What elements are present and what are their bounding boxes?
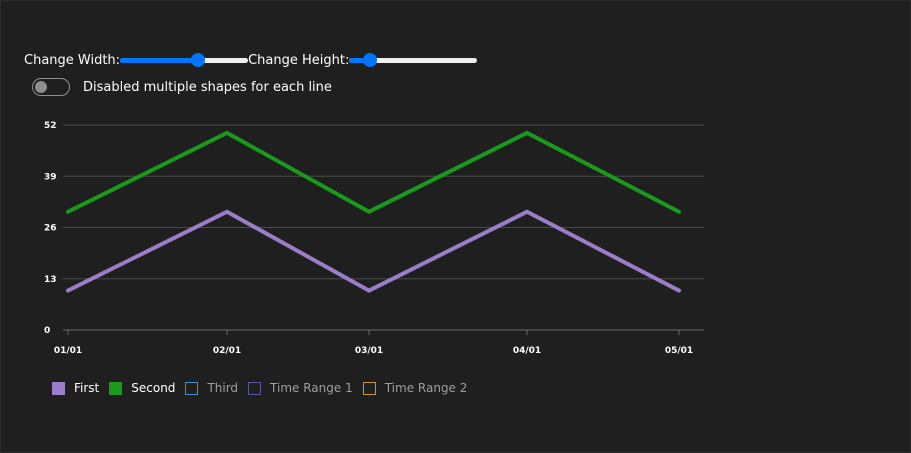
- x-tick-label: 03/01: [355, 346, 383, 356]
- y-tick-label: 26: [44, 224, 57, 234]
- x-tick-label: 01/01: [54, 346, 82, 356]
- legend-label: Time Range 1: [270, 381, 353, 395]
- legend-label: Third: [207, 381, 239, 395]
- y-tick-label: 13: [44, 275, 57, 285]
- legend-swatch: [362, 381, 376, 395]
- legend-item-third[interactable]: Third: [185, 381, 238, 395]
- width-slider[interactable]: [120, 52, 249, 68]
- legend-swatch: [248, 381, 262, 395]
- x-tick-label: 02/01: [213, 346, 241, 356]
- series-line-second: [66, 130, 681, 214]
- x-tick-label: 05/01: [665, 346, 693, 356]
- legend-swatch: [52, 381, 65, 395]
- multiple-shapes-toggle-row: Disabled multiple shapes for each line: [32, 77, 332, 97]
- height-slider-thumb[interactable]: [362, 53, 377, 67]
- multiple-shapes-toggle[interactable]: [32, 78, 70, 96]
- height-slider[interactable]: [349, 52, 478, 68]
- legend-label: Time Range 2: [384, 381, 468, 395]
- x-tick-label: 04/01: [513, 346, 541, 356]
- toggle-label: Disabled multiple shapes for each line: [83, 79, 332, 95]
- height-label: Change Height:: [248, 52, 350, 68]
- y-tick-label: 52: [44, 121, 57, 131]
- toggle-knob[interactable]: [35, 81, 47, 93]
- legend-item-first[interactable]: First: [52, 381, 99, 395]
- height-slider-track[interactable]: [349, 58, 478, 63]
- legend-swatch: [185, 381, 199, 395]
- chart-legend: First Second Third Time Range 1 Time Range 2: [52, 381, 477, 395]
- size-controls: Change Width: Change Height:: [24, 50, 478, 70]
- legend-item-time-range-1[interactable]: Time Range 1: [248, 381, 353, 395]
- width-label: Change Width:: [24, 52, 121, 68]
- y-tick-label: 0: [44, 326, 50, 336]
- width-slider-thumb[interactable]: [191, 53, 206, 67]
- legend-label: First: [74, 381, 100, 395]
- series-line-first: [66, 209, 681, 293]
- legend-label: Second: [131, 381, 176, 395]
- legend-item-time-range-2[interactable]: Time Range 2: [362, 381, 468, 395]
- legend-item-second[interactable]: Second: [109, 381, 175, 395]
- y-tick-label: 39: [44, 172, 57, 182]
- height-slider-fill: [349, 58, 370, 63]
- width-slider-fill: [120, 58, 199, 63]
- legend-swatch: [109, 381, 123, 395]
